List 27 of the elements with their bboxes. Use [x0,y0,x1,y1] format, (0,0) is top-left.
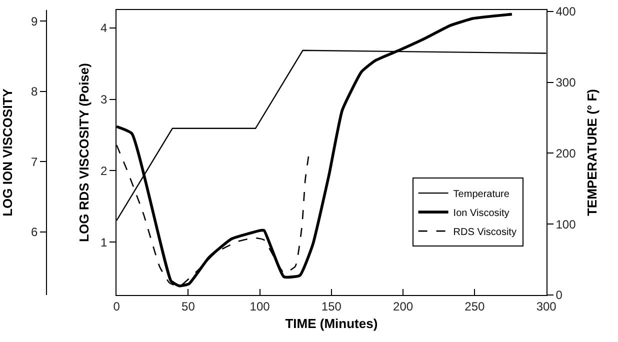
legend-label: RDS Viscosity [453,226,516,238]
y3-tick-label: 9 [30,14,38,28]
x-tick-label: 250 [464,299,486,314]
y-axis-title: LOG RDS VISCOSITY (Poise) [76,63,92,242]
x-tick-label: 300 [536,299,557,314]
legend-label: Temperature [453,188,510,200]
y2-tick-label: 100 [556,217,576,232]
y2-tick-label: 400 [556,4,576,19]
y3-tick-label: 6 [30,225,38,240]
y3-tick-label: 8 [30,84,38,99]
y2-axis-title: TEMPERATURE (° F) [584,88,600,216]
x-tick-label: 0 [113,299,120,314]
y3-axis-title: LOG ION VISCOSITY [0,88,15,216]
y2-tick-label: 200 [556,146,576,160]
x-tick-label: 50 [182,299,196,314]
y2-tick-label: 0 [556,288,563,302]
x-tick-label: 200 [393,299,414,314]
x-axis-title: TIME (Minutes) [285,316,378,331]
y-tick-label: 1 [100,235,108,250]
y2-tick-label: 300 [556,76,576,90]
x-tick-label: 100 [250,299,270,314]
y3-tick-label: 7 [30,154,38,169]
y-tick-label: 3 [100,92,108,106]
y-tick-label: 2 [100,164,108,178]
y-tick-label: 4 [100,21,108,36]
legend-label: Ion Viscosity [453,208,510,219]
x-tick-label: 150 [321,299,342,314]
